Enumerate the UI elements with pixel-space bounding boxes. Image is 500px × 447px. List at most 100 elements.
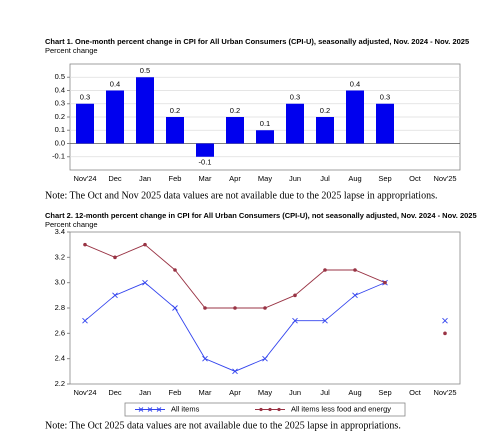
y-tick-label: 3.4: [55, 227, 65, 236]
point-marker: [202, 355, 208, 362]
point-marker: [353, 268, 357, 272]
y-tick-label: 2.4: [55, 354, 65, 363]
point-marker: [443, 331, 447, 336]
bar: [196, 143, 214, 157]
y-tick-label: 0.1: [55, 125, 65, 134]
value-label: 0.5: [140, 66, 150, 75]
y-tick-label: 0.2: [55, 112, 65, 121]
point-marker: [232, 368, 238, 375]
x-tick-label: Aug: [348, 174, 361, 183]
bar: [76, 103, 94, 144]
x-tick-label: Mar: [199, 388, 212, 397]
legend-box: [124, 402, 406, 417]
bar: [106, 90, 124, 144]
value-label: -0.1: [199, 158, 212, 167]
value-label: 0.4: [350, 79, 360, 88]
x-tick-label: Mar: [199, 174, 212, 183]
bar: [256, 130, 274, 144]
y-axis-label: Percent change: [45, 46, 98, 55]
y-tick-label: -0.1: [52, 152, 65, 161]
x-tick-label: Apr: [229, 174, 241, 183]
y-tick-label: 2.2: [55, 379, 65, 388]
y-tick-label: 2.6: [55, 328, 65, 337]
point-marker: [323, 268, 327, 272]
value-label: 0.2: [320, 106, 330, 115]
bar: [226, 117, 244, 144]
x-tick-label: Nov'24: [73, 174, 96, 183]
chart-title: Chart 2. 12-month percent change in CPI …: [45, 211, 477, 220]
point-marker: [352, 292, 358, 299]
x-tick-label: Oct: [409, 388, 422, 397]
y-tick-label: 3.2: [55, 252, 65, 261]
x-tick-label: Sep: [378, 388, 391, 397]
point-marker: [113, 255, 117, 260]
point-marker: [383, 280, 387, 285]
point-marker: [143, 242, 147, 247]
bar: [136, 77, 154, 144]
x-tick-label: Dec: [108, 388, 122, 397]
point-marker: [233, 306, 237, 310]
point-marker: [442, 317, 448, 324]
x-tick-label: Apr: [229, 388, 241, 397]
x-tick-label: Aug: [348, 388, 361, 397]
legend-marker: [277, 407, 281, 412]
x-tick-label: Jan: [139, 174, 151, 183]
y-tick-label: 0.0: [55, 138, 65, 147]
y-tick-label: 3.0: [55, 278, 65, 287]
point-marker: [203, 306, 207, 310]
x-tick-label: Oct: [409, 174, 422, 183]
legend-label: All items less food and energy: [291, 404, 391, 413]
value-label: 0.3: [290, 93, 300, 102]
y-axis-label: Percent change: [45, 220, 98, 229]
point-marker: [322, 317, 328, 324]
point-marker: [112, 292, 118, 299]
legend-marker: [268, 407, 272, 412]
point-marker: [263, 306, 267, 310]
legend-marker: [259, 407, 263, 412]
legend-marker: [138, 407, 144, 412]
x-tick-label: Nov'24: [73, 388, 96, 397]
y-tick-label: 2.8: [55, 303, 65, 312]
x-tick-label: Jun: [289, 388, 301, 397]
value-label: 0.4: [110, 79, 120, 88]
point-marker: [173, 268, 177, 272]
y-tick-label: 0.3: [55, 99, 65, 108]
bar: [166, 117, 184, 144]
x-tick-label: Nov'25: [433, 388, 456, 397]
point-marker: [83, 242, 87, 247]
y-tick-label: 0.4: [55, 85, 65, 94]
bar: [376, 103, 394, 144]
point-marker: [172, 305, 178, 311]
legend-label: All items: [171, 404, 200, 413]
value-label: 0.2: [170, 106, 180, 115]
x-tick-label: Feb: [169, 174, 182, 183]
value-label: 0.3: [380, 93, 390, 102]
legend-marker: [147, 407, 153, 412]
point-marker: [82, 317, 88, 324]
point-marker: [293, 293, 297, 298]
x-tick-label: Jun: [289, 174, 301, 183]
value-label: 0.1: [260, 119, 270, 128]
x-tick-label: Feb: [169, 388, 182, 397]
x-tick-label: Nov'25: [433, 174, 456, 183]
x-tick-label: May: [258, 174, 272, 183]
point-marker: [292, 317, 298, 324]
y-tick-label: 0.5: [55, 72, 65, 81]
x-tick-label: Dec: [108, 174, 122, 183]
x-tick-label: Jul: [320, 388, 330, 397]
chart-title: Chart 1. One-month percent change in CPI…: [45, 37, 469, 46]
legend-marker: [156, 407, 162, 412]
value-label: 0.2: [230, 106, 240, 115]
note: Note: The Oct 2025 data values are not a…: [45, 420, 401, 431]
note: Note: The Oct and Nov 2025 data values a…: [45, 190, 437, 201]
x-tick-label: Jul: [320, 174, 330, 183]
x-tick-label: May: [258, 388, 272, 397]
point-marker: [262, 355, 268, 362]
bar: [346, 90, 364, 144]
bar: [286, 103, 304, 144]
x-tick-label: Jan: [139, 388, 151, 397]
value-label: 0.3: [80, 93, 90, 102]
x-tick-label: Sep: [378, 174, 391, 183]
